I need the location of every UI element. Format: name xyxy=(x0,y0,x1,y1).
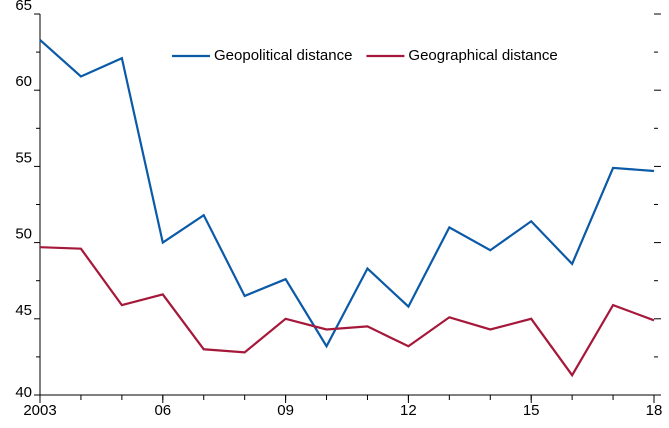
legend-label: Geographical distance xyxy=(408,47,557,64)
x-tick-label: 12 xyxy=(400,402,417,419)
series-line xyxy=(39,39,655,349)
y-tick-label: 40 xyxy=(15,384,32,401)
x-tick-label: 18 xyxy=(646,402,663,419)
x-tick-label: 09 xyxy=(277,402,294,419)
x-tick-label: 2003 xyxy=(23,402,56,419)
y-tick-label: 60 xyxy=(15,73,32,90)
y-tick-label: 50 xyxy=(15,226,32,243)
y-tick-label: 55 xyxy=(15,149,32,166)
x-tick-label: 15 xyxy=(523,402,540,419)
series-line xyxy=(39,246,655,378)
x-tick-label: 06 xyxy=(154,402,171,419)
y-tick-label: 45 xyxy=(15,302,32,319)
legend-label: Geopolitical distance xyxy=(214,47,352,64)
y-tick-label: 65 xyxy=(15,0,32,14)
